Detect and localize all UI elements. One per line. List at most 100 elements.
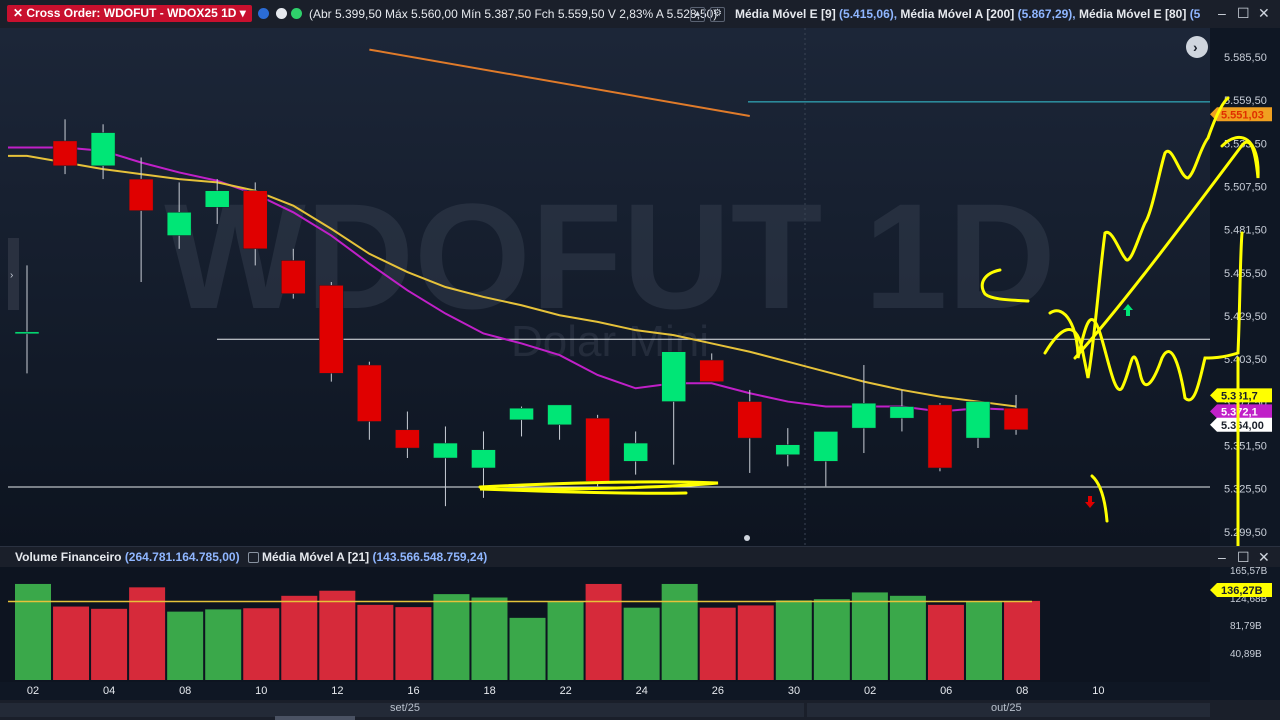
date-tick-5: 16: [407, 685, 419, 697]
drag-handle[interactable]: [744, 535, 750, 541]
price-tick-10: 5.325,50: [1224, 484, 1267, 496]
volume-price-label: 136,27B: [1210, 583, 1272, 597]
candle-25: [661, 351, 686, 465]
candle-body: [965, 401, 991, 439]
minus-circle-icon[interactable]: [276, 8, 287, 19]
volume-label-box: [1210, 583, 1272, 597]
candle-body: [623, 442, 648, 462]
price-label-box: [1210, 404, 1272, 419]
collapse-icon[interactable]: ▴: [690, 7, 705, 22]
volume-bar-29: [737, 605, 774, 680]
volume-bar-09: [205, 609, 242, 680]
cross-icon: ✕: [13, 6, 27, 20]
scroll-thumb[interactable]: [275, 716, 355, 720]
ma-e80-value: (5: [1189, 7, 1201, 21]
volume-bar-16: [395, 607, 432, 680]
cross-order-badge[interactable]: ✕ Cross Order: WDOFUT - WDOX25 1D ▾: [7, 5, 252, 22]
hand-drawn-annotations: [478, 96, 1260, 546]
date-tick-13: 08: [1016, 685, 1028, 697]
candle-body: [661, 351, 686, 402]
ohlc-readout: (Abr 5.399,50 Máx 5.560,00 Mín 5.387,50 …: [309, 7, 718, 21]
candle-09: [204, 179, 230, 224]
candle-05: [128, 157, 154, 283]
price-label-0: 5.551,03: [1210, 107, 1272, 122]
minimize-icon[interactable]: –: [1218, 5, 1226, 21]
scroll-right-button[interactable]: [1186, 36, 1208, 58]
ma-e9-label[interactable]: Média Móvel E [9]: [735, 7, 836, 21]
candle-body: [699, 359, 724, 382]
volume-bar-10: [243, 608, 280, 680]
candle-body: [1003, 407, 1029, 431]
volume-axis-ticks: 165,57B 124,68B 81,79B 40,89B 136,27B: [1210, 567, 1272, 660]
price-label-text: 5.551,03: [1221, 109, 1264, 121]
volume-bar-24: [623, 607, 660, 680]
volume-bar-19: [509, 617, 546, 680]
month-label-sep: set/25: [390, 702, 420, 714]
candle-body: [128, 178, 154, 211]
date-tick-2: 08: [179, 685, 191, 697]
price-chart[interactable]: › WDOFUT 1D Dolar Mini 5.585,505.559,505…: [0, 28, 1280, 546]
ma-a200-label[interactable]: Média Móvel A [200]: [900, 7, 1015, 21]
candle-19: [509, 406, 534, 437]
volume-chart[interactable]: 165,57B 124,68B 81,79B 40,89B 136,27B 02 04 08…: [0, 567, 1280, 700]
price-tick-6: 5.429,50: [1224, 311, 1267, 323]
volume-panel-header: Volume Financeiro (264.781.164.785,00) M…: [0, 546, 1280, 568]
scroll-track-oct: [807, 703, 1210, 717]
volume-bar-11: [281, 595, 318, 680]
candle-body: [166, 212, 192, 236]
settings-icon[interactable]: ⚙: [710, 7, 725, 22]
price-label-text: 5.364,00: [1221, 420, 1264, 432]
chart-header: ✕ Cross Order: WDOFUT - WDOX25 1D ▾ (Abr…: [0, 0, 1280, 29]
annotation-zigzag-lower: [1048, 231, 1244, 402]
ma-line-1: [8, 154, 1017, 408]
candle-body: [585, 417, 610, 482]
candle-26: [699, 353, 724, 382]
date-tick-1: 04: [103, 685, 115, 697]
candle-body: [927, 404, 953, 469]
date-tick-3: 10: [255, 685, 267, 697]
price-tick-1: 5.559,50: [1224, 95, 1267, 107]
volume-bar-03: [53, 606, 90, 680]
volume-bar-06: [927, 604, 964, 680]
close-icon[interactable]: ✕: [1258, 5, 1270, 21]
candle-body: [52, 140, 78, 167]
candle-06: [927, 403, 953, 472]
candle-body: [319, 285, 344, 374]
date-tick-7: 22: [560, 685, 572, 697]
chevron-right-icon: ›: [1193, 39, 1198, 55]
candle-body: [281, 260, 306, 294]
candle-body: [737, 401, 763, 439]
date-tick-12: 06: [940, 685, 952, 697]
date-tick-4: 12: [331, 685, 343, 697]
volume-bar-30: [775, 600, 812, 680]
minimize-icon[interactable]: –: [1218, 549, 1226, 565]
price-labels: 5.551,03 5.381,75.372,15.364,00: [1210, 107, 1272, 432]
broker-icon[interactable]: [258, 8, 269, 19]
ma-e80-label[interactable]: Média Móvel E [80]: [1078, 7, 1187, 21]
volume-bar-12: [319, 590, 356, 680]
date-tick-10: 30: [788, 685, 800, 697]
candle-body: [509, 407, 534, 421]
candle-body: [204, 190, 230, 208]
volume-bars: [15, 583, 1041, 680]
candle-03: [52, 119, 78, 175]
volume-bar-05: [129, 587, 166, 680]
side-expander[interactable]: [8, 238, 19, 310]
candle-24: [623, 431, 648, 475]
maximize-icon[interactable]: ☐: [1237, 5, 1250, 21]
date-scrollbar[interactable]: set/25 out/25: [0, 700, 1280, 720]
ma-line-0: [8, 146, 1017, 413]
candle-17: [433, 426, 458, 507]
price-tick-5: 5.455,50: [1224, 268, 1267, 280]
close-icon[interactable]: ✕: [1258, 549, 1270, 565]
candle-body: [547, 404, 572, 426]
candle-body: [14, 331, 40, 335]
candle-body: [90, 132, 116, 167]
volume-bar-02: [851, 592, 888, 680]
annotation-underline: [478, 480, 719, 495]
settings-icon[interactable]: [248, 552, 259, 563]
candle-body: [433, 442, 458, 459]
price-axis-ticks: 5.585,50 5.559,50 5.533,50 5.507,50 5.481,50…: [1224, 52, 1267, 539]
ma-line-2: [369, 48, 750, 117]
maximize-icon[interactable]: ☐: [1237, 549, 1250, 565]
